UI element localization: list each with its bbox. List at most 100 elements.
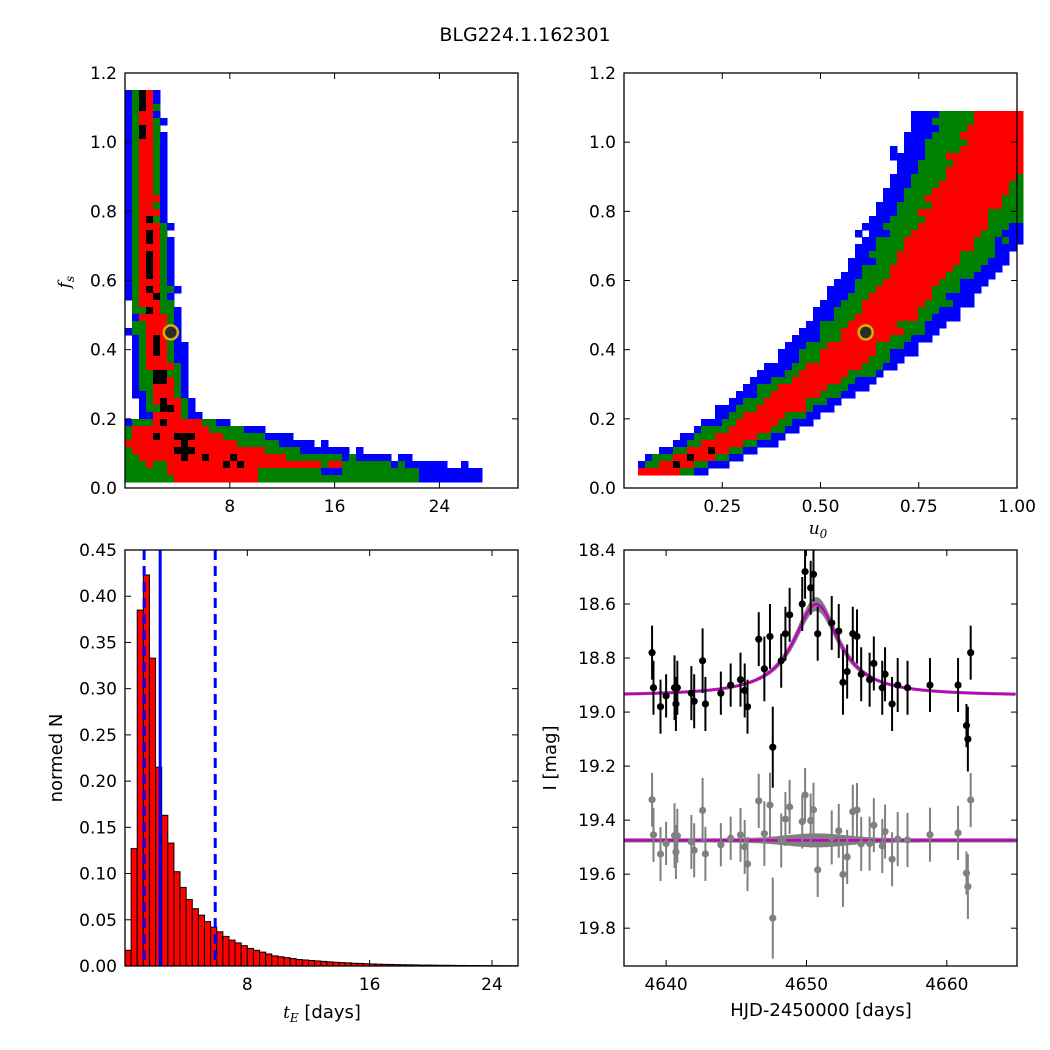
heatmap-cell [132,132,140,140]
y-tick-label: 1.0 [589,133,616,153]
heatmap-cell [925,174,933,182]
heatmap-cell [897,188,905,196]
heatmap-cell [925,202,933,210]
heatmap-cell [314,454,322,462]
heatmap-cell [153,244,161,252]
heatmap-cell [799,356,807,364]
data-point [781,630,790,638]
heatmap-cell [694,440,702,448]
heatmap-cell [862,377,870,385]
heatmap-cell [342,461,350,469]
residual-point [853,806,861,814]
heatmap-cell [729,419,737,427]
heatmap-cell [897,216,905,224]
heatmap-cell [995,216,1003,224]
heatmap-cell [125,293,133,301]
heatmap-cell [918,328,926,336]
heatmap-cell [911,209,919,217]
data-point [656,703,665,711]
heatmap-cell [813,412,821,420]
heatmap-cell [1009,167,1017,175]
best-fit-marker [162,324,180,341]
heatmap-cell [715,426,723,434]
heatmap-cell [932,251,940,259]
heatmap-cell [974,244,982,252]
heatmap-cell [897,244,905,252]
heatmap-cell [370,475,378,483]
heatmap-cell [673,447,681,455]
heatmap-cell [855,314,863,322]
heatmap-cell [876,356,884,364]
heatmap-cell [146,216,154,224]
heatmap-cell [279,475,287,483]
heatmap-cell [468,468,476,476]
heatmap-cell [974,272,982,280]
heatmap-cell [841,300,849,308]
heatmap-cell [736,391,744,399]
heatmap-cell [918,195,926,203]
heatmap-cell [862,279,870,287]
heatmap-cell [946,286,954,294]
residual-point [687,838,695,846]
heatmap-cell [666,454,674,462]
heatmap-cell [139,146,147,154]
heatmap-cell [953,279,961,287]
heatmap-cell [897,265,905,273]
heatmap-cell [771,426,779,434]
residual-point [870,821,878,829]
heatmap-cell [216,440,224,448]
heatmap-cell [820,384,828,392]
heatmap-cell [174,391,182,399]
heatmap-cell [939,160,947,168]
heatmap-cell [1016,195,1024,203]
heatmap-cell [750,433,758,441]
heatmap-cell [932,118,940,126]
heatmap-cell [1009,111,1017,119]
heatmap-cell [167,377,175,385]
heatmap-cell [153,398,161,406]
heatmap-cell [904,216,912,224]
heatmap-cell [981,139,989,147]
heatmap-cell [946,160,954,168]
heatmap-cell [883,349,891,357]
heatmap-cell [139,167,147,175]
heatmap-cell [904,293,912,301]
heatmap-cell [953,160,961,168]
residual-point [839,870,847,879]
heatmap-cell [757,426,765,434]
heatmap-cell [125,419,133,427]
heatmap-cell [883,251,891,259]
heatmap-cell [897,223,905,231]
heatmap-cell [363,461,371,469]
heatmap-cell [869,286,877,294]
heatmap-cell [729,412,737,420]
heatmap-cell [967,237,975,245]
heatmap-cell [834,328,842,336]
heatmap-cell [195,461,203,469]
heatmap-cell [160,307,168,315]
heatmap-cell [125,230,133,238]
heatmap-cell [771,433,779,441]
heatmap-cell [160,447,168,455]
heatmap-cell [946,153,954,161]
data-point [954,681,962,689]
heatmap-cell [139,349,147,357]
heatmap-cell [146,475,154,483]
heatmap-cell [834,307,842,315]
data-point [690,697,698,705]
heatmap-cell [904,223,912,231]
heatmap-cell [876,209,884,217]
heatmap-cell [125,97,133,105]
heatmap-cell [146,195,154,203]
heatmap-cell [174,384,182,392]
y-tick-label: 0.4 [90,341,117,361]
heatmap-cell [1002,209,1010,217]
heatmap-cell [146,384,154,392]
heatmap-cell [925,230,933,238]
heatmap-cell [904,181,912,189]
heatmap-cell [146,90,154,98]
heatmap-cell [946,216,954,224]
heatmap-cell [335,447,343,455]
heatmap-cell [160,356,168,364]
heatmap-cell [139,335,147,343]
